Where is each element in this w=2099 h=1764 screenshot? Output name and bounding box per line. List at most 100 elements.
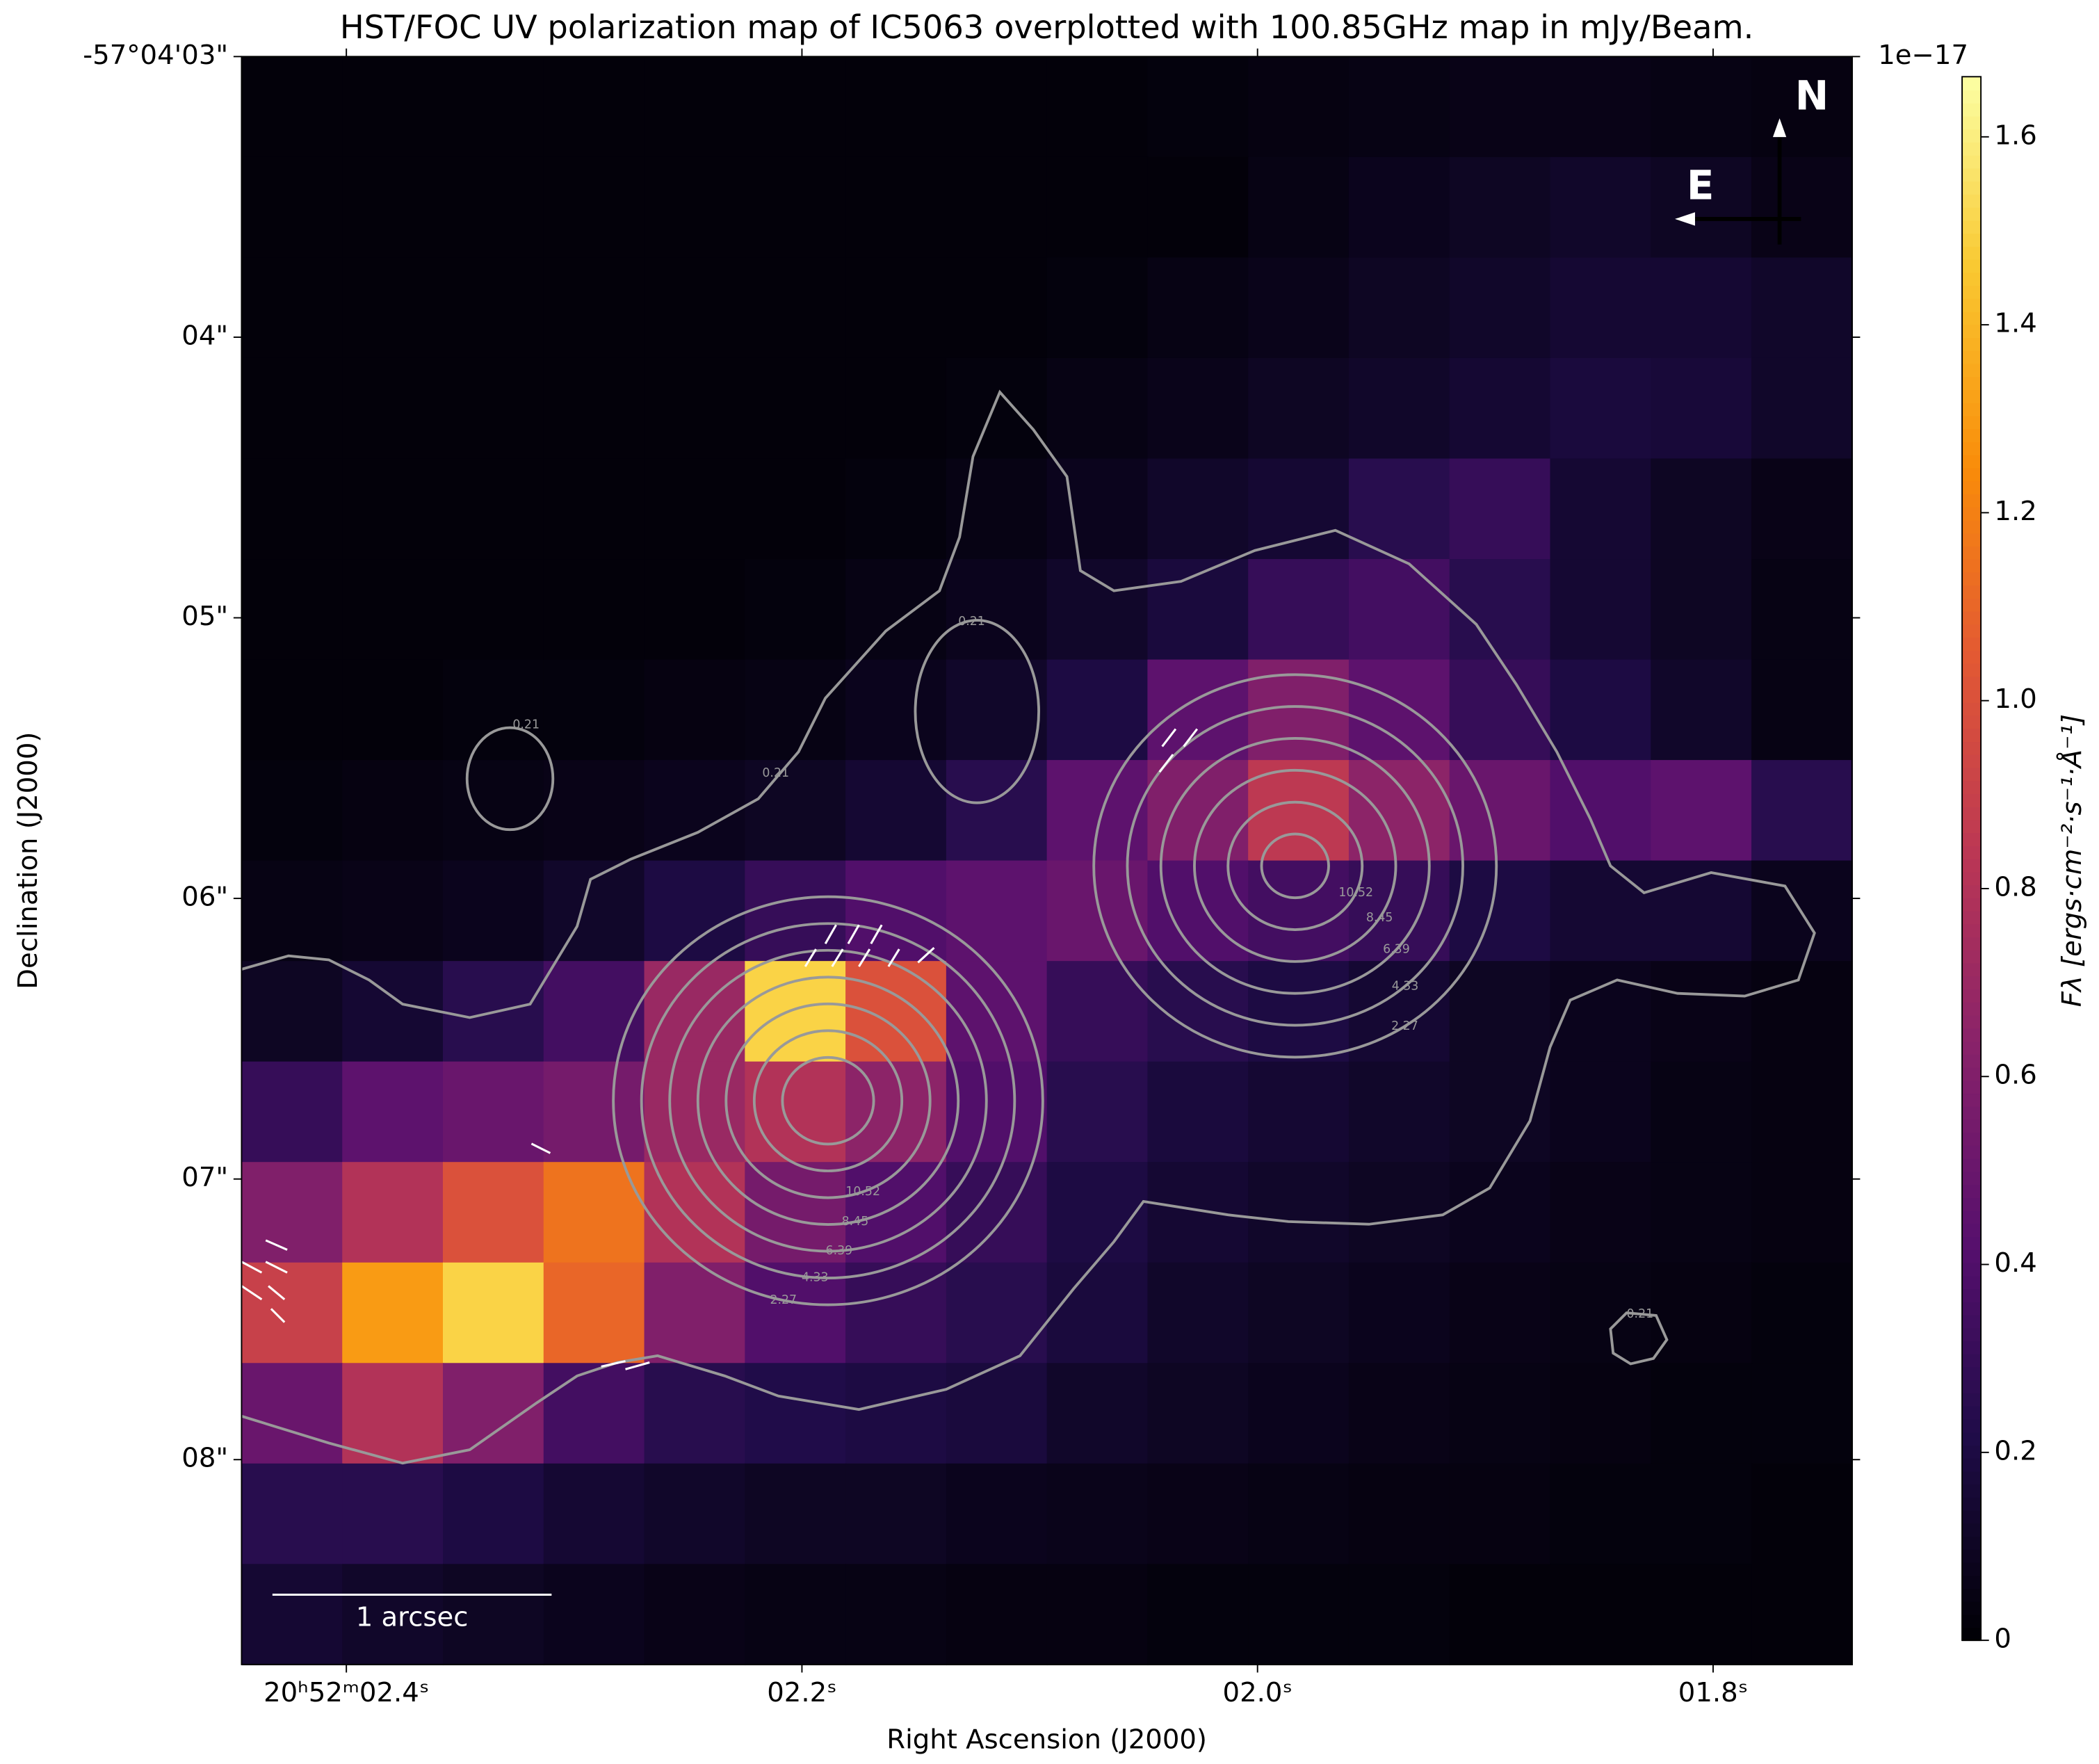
heat-cell bbox=[543, 1162, 645, 1263]
pol-vector bbox=[917, 946, 935, 964]
colorbar-tick-label: 0 bbox=[1994, 1624, 2011, 1655]
colorbar-step bbox=[1962, 1080, 1982, 1094]
colorbar-tick-label: 0.6 bbox=[1994, 1060, 2036, 1091]
heat-cell bbox=[1046, 1463, 1149, 1565]
heat-cell bbox=[644, 1262, 746, 1364]
colorbar-step bbox=[1962, 689, 1982, 703]
heat-cell bbox=[241, 1262, 343, 1364]
heat-cell bbox=[1449, 760, 1551, 861]
heat-cell bbox=[1248, 156, 1350, 259]
heat-cell bbox=[946, 357, 1048, 460]
colorbar-step bbox=[1962, 1379, 1982, 1394]
contour-label: 0.21 bbox=[762, 766, 789, 780]
colorbar-step bbox=[1962, 90, 1982, 104]
heat-cell bbox=[1449, 1564, 1551, 1666]
heat-cell bbox=[845, 458, 948, 560]
heat-cell bbox=[1449, 458, 1551, 560]
heat-cell bbox=[1348, 659, 1450, 761]
contour-line bbox=[914, 619, 1040, 804]
y-tick-label: 04" bbox=[181, 320, 228, 351]
pol-vector bbox=[824, 924, 837, 945]
heat-cell bbox=[1248, 1363, 1350, 1464]
heat-cell bbox=[1046, 1061, 1149, 1163]
heat-cell bbox=[1751, 659, 1853, 761]
x-tick-label: 02.0ˢ bbox=[1223, 1677, 1292, 1708]
colorbar-step bbox=[1962, 533, 1982, 547]
x-axis-label: Right Ascension (J2000) bbox=[886, 1724, 1207, 1755]
heat-cell bbox=[443, 1162, 544, 1263]
heat-cell bbox=[745, 760, 847, 861]
contour-line bbox=[1092, 673, 1498, 1059]
pol-vector bbox=[530, 1142, 551, 1154]
pol-vector bbox=[831, 948, 844, 967]
colorbar-tick-label: 0.8 bbox=[1994, 871, 2036, 903]
heat-cell bbox=[1046, 860, 1149, 962]
colorbar-step bbox=[1962, 1223, 1982, 1238]
heat-cell bbox=[1248, 458, 1350, 560]
heat-cell bbox=[1550, 56, 1652, 159]
heat-cell bbox=[443, 1061, 544, 1163]
colorbar-step bbox=[1962, 1588, 1982, 1602]
colorbar-step bbox=[1962, 363, 1982, 378]
heat-cell bbox=[1348, 1564, 1450, 1666]
heat-cell bbox=[443, 56, 544, 159]
heat-cell bbox=[845, 357, 948, 460]
heat-cell bbox=[1651, 1463, 1753, 1565]
heat-cell bbox=[1651, 1564, 1753, 1666]
contour-label: 10.52 bbox=[1338, 886, 1373, 900]
heat-cell bbox=[342, 1363, 444, 1464]
heat-cell bbox=[1651, 1363, 1753, 1464]
heat-cell bbox=[1248, 1262, 1350, 1364]
colorbar-step bbox=[1962, 1028, 1982, 1042]
heat-cell bbox=[543, 860, 645, 962]
heat-cell bbox=[443, 257, 544, 359]
heat-cell bbox=[1046, 458, 1149, 560]
colorbar-step bbox=[1962, 428, 1982, 443]
heat-cell bbox=[342, 760, 444, 861]
colorbar-step bbox=[1962, 858, 1982, 873]
y-tick-label: 08" bbox=[181, 1443, 228, 1474]
heat-cell bbox=[342, 659, 444, 761]
colorbar-step bbox=[1962, 1314, 1982, 1329]
colorbar-step bbox=[1962, 1536, 1982, 1550]
heat-cell bbox=[1651, 458, 1753, 560]
colorbar-step bbox=[1962, 519, 1982, 534]
colorbar-step bbox=[1962, 1496, 1982, 1511]
heat-cell bbox=[1147, 357, 1249, 460]
heat-cell bbox=[745, 357, 847, 460]
heat-cell bbox=[1449, 1363, 1551, 1464]
heat-cell bbox=[1751, 1363, 1853, 1464]
colorbar-step bbox=[1962, 1405, 1982, 1420]
heat-cell bbox=[1550, 1463, 1652, 1565]
colorbar-step bbox=[1962, 1484, 1982, 1498]
heat-cell bbox=[342, 56, 444, 159]
colorbar-step bbox=[1962, 923, 1982, 938]
colorbar-step bbox=[1962, 233, 1982, 247]
heat-cell bbox=[241, 1564, 343, 1666]
heat-cell bbox=[1550, 1162, 1652, 1263]
heat-cell bbox=[342, 257, 444, 359]
heat-cell bbox=[543, 559, 645, 661]
heat-cell bbox=[241, 1061, 343, 1163]
heat-cell bbox=[644, 458, 746, 560]
colorbar-step bbox=[1962, 1418, 1982, 1433]
heat-cell bbox=[745, 860, 847, 962]
scale-bar-label: 1 arcsec bbox=[356, 1602, 469, 1633]
heat-cell bbox=[543, 1061, 645, 1163]
colorbar-tick-label: 0.4 bbox=[1994, 1247, 2036, 1279]
heat-cell bbox=[1348, 156, 1450, 259]
heat-cell bbox=[644, 56, 746, 159]
colorbar-step bbox=[1962, 1327, 1982, 1342]
heat-cell bbox=[543, 156, 645, 259]
pol-vector bbox=[625, 1361, 650, 1370]
heat-cell bbox=[845, 559, 948, 661]
colorbar-tick-label: 0.2 bbox=[1994, 1435, 2036, 1466]
colorbar-step bbox=[1962, 1432, 1982, 1446]
pol-vector bbox=[847, 924, 860, 945]
heat-cell bbox=[443, 357, 544, 460]
heat-cell bbox=[1248, 1463, 1350, 1565]
colorbar-step bbox=[1962, 1236, 1982, 1250]
x-tick-label: 01.8ˢ bbox=[1678, 1677, 1748, 1708]
heat-cell bbox=[1550, 961, 1652, 1062]
